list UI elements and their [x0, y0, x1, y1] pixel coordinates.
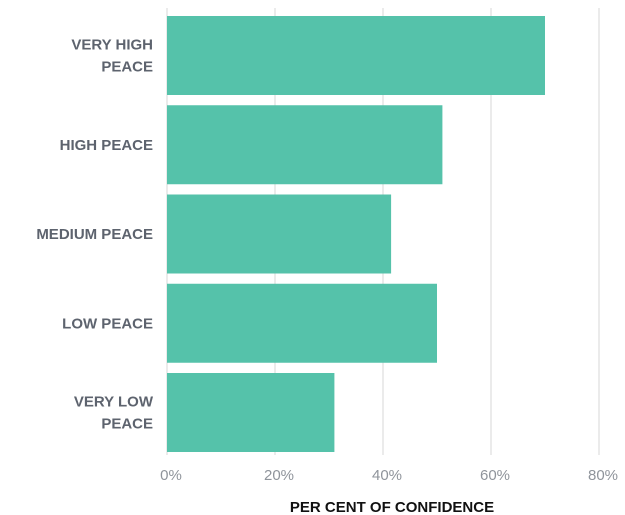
x-axis-ticks: 0% 20% 40% 60% 80%	[160, 467, 618, 484]
category-label-4: VERY LOW PEACE	[74, 394, 154, 433]
x-tick-label-3: 60%	[480, 467, 510, 484]
category-label-0: VERY HIGH PEACE	[71, 37, 153, 76]
category-label-line: VERY LOW	[74, 394, 154, 411]
bar-0	[167, 16, 545, 95]
category-label-line: MEDIUM PEACE	[36, 226, 153, 243]
bar-4	[167, 373, 335, 452]
category-label-2: MEDIUM PEACE	[36, 226, 153, 243]
x-tick-label-0: 0%	[160, 467, 182, 484]
bar-1	[167, 105, 443, 185]
category-labels: VERY HIGH PEACE HIGH PEACE MEDIUM PEACE LOW …	[36, 37, 154, 433]
category-label-line: LOW PEACE	[62, 315, 153, 332]
category-label-line: HIGH PEACE	[60, 137, 153, 154]
category-label-line: PEACE	[101, 416, 153, 433]
x-tick-label-2: 40%	[372, 467, 402, 484]
bar-2	[167, 194, 392, 274]
x-tick-label-4: 80%	[588, 467, 618, 484]
category-label-line: PEACE	[101, 59, 153, 76]
category-label-line: VERY HIGH	[71, 37, 153, 54]
bars	[167, 16, 545, 452]
x-tick-label-1: 20%	[264, 467, 294, 484]
category-label-1: HIGH PEACE	[60, 137, 153, 154]
category-label-3: LOW PEACE	[62, 315, 153, 332]
bar-3	[167, 283, 437, 363]
x-axis-title: PER CENT OF CONFIDENCE	[290, 499, 494, 515]
